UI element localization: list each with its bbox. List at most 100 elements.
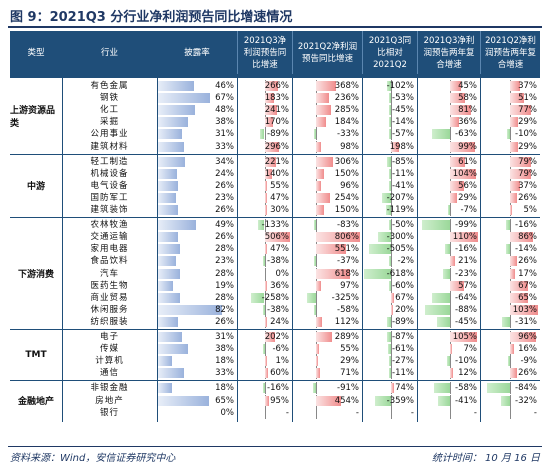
c2-bar (507, 129, 510, 140)
q3-bar (264, 105, 277, 116)
q2-value: 368% (334, 81, 359, 91)
rel-bar (388, 93, 392, 104)
c3-value: 110% (452, 232, 477, 243)
rel-bar (375, 395, 392, 406)
rel-bar (389, 368, 392, 379)
q2-bar (315, 81, 336, 91)
rel-value: -2% (397, 256, 414, 267)
c3-zero-line (449, 406, 451, 419)
q2-value: 551% (334, 244, 359, 255)
rel-value: -85% (392, 156, 414, 167)
table-row: 建筑材料 33% 296% 98% 198% 99% 29% (10, 140, 540, 153)
q2-bar (315, 395, 341, 406)
disclosure-value: 33% (215, 368, 234, 379)
source-note: 资料来源：Wind，安信证券研究中心 (10, 453, 176, 464)
disclosure-value: 26% (215, 180, 234, 191)
rel-zero-line (391, 179, 393, 192)
q2-zero-line (315, 291, 317, 304)
c2-bar (510, 180, 521, 191)
rel-value: -50% (392, 220, 414, 231)
c3-bar (422, 220, 450, 231)
table-row: 通信 33% 60% 71% -11% 12% 26% (10, 367, 540, 380)
rel-zero-line (391, 231, 393, 244)
q2-bar (315, 192, 330, 203)
c3-value: 58% (458, 93, 477, 104)
c3-zero-line (449, 394, 451, 407)
rel-bar (389, 180, 392, 191)
c2-bar (507, 356, 510, 367)
rel-zero-line (391, 343, 393, 356)
disclosure-bar (158, 232, 179, 243)
industry-name: 农林牧渔 (90, 220, 129, 231)
rel-value: 74% (395, 383, 414, 394)
q2-value: 29% (340, 356, 359, 367)
rel-zero-line (391, 331, 393, 343)
c3-bar (449, 232, 478, 243)
q3-bar (264, 368, 268, 379)
c3-bar (449, 81, 462, 91)
c2-bar (510, 368, 518, 379)
c2-value: 79% (518, 156, 537, 167)
c2-zero-line (510, 243, 511, 256)
c3-bar (425, 304, 450, 315)
c3-value: -45% (455, 316, 477, 327)
q3-bar (264, 332, 275, 342)
group-label: 金融地产 (17, 397, 54, 408)
rel-zero-line (391, 255, 393, 268)
rel-zero-line (391, 267, 393, 280)
c2-value: -32% (515, 395, 537, 406)
disclosure-value: 26% (215, 316, 234, 327)
q3-zero-line (264, 128, 266, 141)
c2-value: - (533, 407, 537, 418)
rel-value: - (410, 407, 414, 418)
c3-bar (449, 168, 477, 179)
rel-value: -11% (392, 368, 414, 379)
table-row: 电气设备 26% 55% 96% -41% 56% 37% (10, 179, 540, 192)
c2-bar (510, 105, 531, 116)
c3-bar (449, 192, 458, 203)
industry-name: 食品饮料 (90, 256, 129, 267)
q3-bar (264, 141, 280, 152)
c2-value: 77% (518, 105, 537, 116)
disclosure-value: 26% (215, 205, 234, 215)
c3-zero-line (449, 267, 451, 280)
disclosure-value: 82% (215, 304, 234, 315)
column-separator (417, 78, 418, 422)
disclosure-value: 46% (215, 81, 234, 91)
rel-value: -27% (392, 356, 414, 367)
c2-value: 65% (518, 292, 537, 303)
table-row: 电子 31% 202% 289% -87% 105% 96% (10, 331, 540, 343)
disclosure-bar (158, 368, 184, 379)
rel-bar (387, 316, 392, 327)
c2-value: 26% (518, 256, 537, 267)
column-separator (480, 78, 481, 422)
q2-value: 454% (334, 395, 359, 406)
c3-bar (443, 268, 450, 279)
q3-zero-line (264, 291, 266, 304)
c2-value: 5% (523, 205, 538, 215)
rel-bar (387, 156, 392, 167)
disclosure-bar (158, 383, 173, 394)
disclosure-bar (158, 168, 177, 179)
c2-value: 96% (518, 332, 537, 342)
disclosure-bar (158, 280, 173, 291)
rel-bar (389, 117, 392, 128)
industry-name: 建筑装饰 (90, 205, 129, 215)
c3-zero-line (449, 291, 451, 304)
c2-zero-line (510, 382, 511, 395)
rel-value: -102% (386, 81, 414, 91)
q3-bar (264, 205, 267, 215)
c3-value: -64% (455, 292, 477, 303)
c2-bar (501, 316, 510, 327)
rel-bar (382, 192, 392, 203)
c3-value: 104% (452, 168, 477, 179)
q3-value: -38% (267, 304, 289, 315)
q3-value: 183% (264, 93, 289, 104)
footer: 资料来源：Wind，安信证券研究中心 统计时间： 10 月 16 日 (10, 449, 540, 467)
column-separator (157, 78, 158, 422)
q3-value: 221% (264, 156, 289, 167)
c2-bar (510, 141, 518, 152)
c3-zero-line (449, 243, 451, 256)
q2-bar (315, 168, 325, 179)
header-disclosure: 披露率 (184, 47, 210, 58)
